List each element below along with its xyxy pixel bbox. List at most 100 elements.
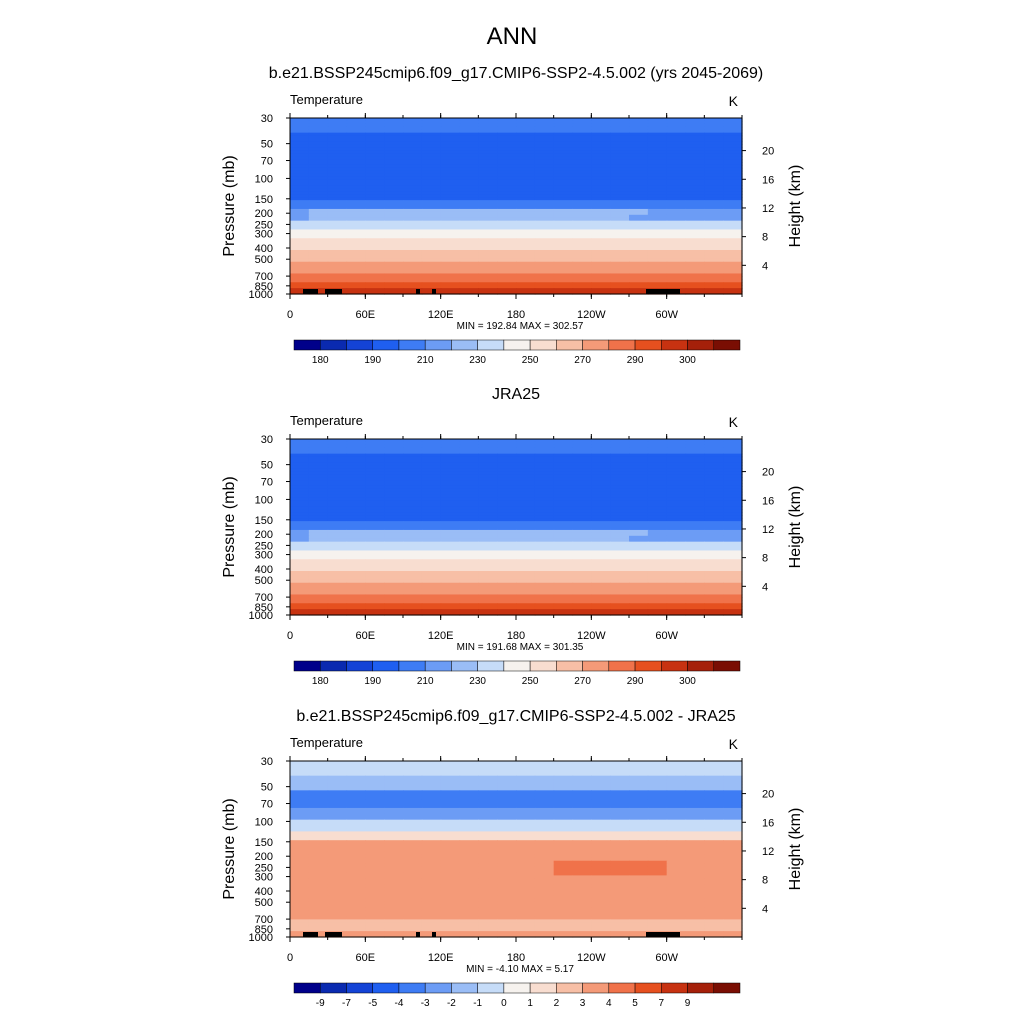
field-cell [384, 799, 404, 803]
field-cell [421, 837, 442, 841]
field-cell [685, 288, 705, 292]
field-cell [421, 206, 442, 210]
field-cell [497, 787, 517, 791]
field-cell [365, 450, 385, 455]
field-cell [534, 588, 555, 593]
field-cell [327, 138, 348, 143]
field-cell [629, 194, 649, 198]
field-cell [478, 790, 498, 794]
field-cell [704, 591, 724, 596]
field-cell [440, 878, 461, 882]
field-cell [403, 232, 423, 236]
field-cell [572, 769, 592, 774]
field-cell [647, 784, 668, 788]
field-cell [534, 235, 555, 239]
field-cell [308, 235, 329, 239]
field-cell [704, 799, 724, 803]
field-cell [610, 796, 630, 800]
field-cell [553, 164, 574, 169]
field-cell [704, 488, 724, 493]
field-cell [516, 159, 536, 163]
field-cell [723, 565, 743, 569]
field-cell [327, 450, 348, 455]
field-cell [553, 258, 574, 263]
field-cell [553, 285, 574, 289]
field-cell [591, 135, 611, 140]
field-cell [478, 179, 498, 184]
field-cell [516, 910, 536, 915]
field-cell [534, 901, 555, 906]
field-cell [572, 916, 592, 920]
field-cell [459, 931, 479, 935]
field-cell [629, 164, 649, 169]
field-cell [610, 919, 630, 923]
field-cell [534, 609, 555, 613]
field-cell [440, 273, 461, 277]
field-cell [365, 206, 385, 210]
field-cell [516, 907, 536, 912]
field-cell [308, 123, 329, 128]
field-cell [403, 781, 423, 786]
field-cell [421, 895, 442, 900]
field-cell [572, 447, 592, 452]
field-cell [497, 796, 517, 800]
field-cell [497, 606, 517, 610]
colorbar-label: -7 [342, 998, 351, 1009]
field-cell [723, 893, 743, 897]
field-cell [327, 763, 348, 768]
field-cell [723, 819, 743, 824]
ytick-label: 700 [255, 271, 273, 283]
field-cell [629, 474, 649, 478]
field-cell [685, 781, 705, 786]
field-cell [365, 164, 385, 169]
field-cell [723, 211, 743, 216]
field-cell [629, 491, 649, 496]
field-cell [572, 444, 592, 449]
field-cell [384, 477, 404, 481]
field-cell [610, 488, 630, 493]
field-cell [704, 869, 724, 874]
field-cell [666, 895, 687, 900]
field-cell [591, 828, 611, 832]
field-cell [591, 553, 611, 557]
field-cell [365, 159, 385, 163]
field-cell [497, 769, 517, 774]
field-cell [704, 769, 724, 774]
field-cell [534, 541, 555, 546]
field-cell [685, 491, 705, 496]
field-cell [346, 837, 366, 841]
field-cell [591, 837, 611, 841]
field-cell [685, 609, 705, 613]
field-cell [553, 252, 574, 257]
field-cell [553, 805, 574, 809]
field-cell [365, 524, 385, 528]
field-cell [704, 612, 724, 616]
field-cell [666, 866, 687, 871]
field-cell [629, 223, 649, 228]
panel-title: b.e21.BSSP245cmip6.f09_g17.CMIP6-SSP2-4.… [269, 65, 764, 82]
field-cell [572, 813, 592, 818]
field-cell [685, 547, 705, 552]
field-cell [591, 285, 611, 289]
ytick-label: 300 [255, 229, 273, 241]
field-cell [723, 761, 743, 765]
field-cell [459, 913, 479, 918]
field-cell [553, 819, 574, 824]
field-cell [459, 462, 479, 466]
colorbar-label: 290 [627, 676, 644, 687]
field-cell [685, 884, 705, 888]
field-cell [308, 488, 329, 493]
ytick-label: 50 [261, 782, 273, 794]
field-cell [516, 282, 536, 286]
field-cell [440, 846, 461, 850]
field-cell [384, 769, 404, 774]
field-cell [421, 223, 442, 228]
field-cell [553, 884, 574, 888]
field-cell [290, 576, 310, 581]
field-cell [572, 147, 592, 151]
field-cell [384, 532, 404, 537]
field-cell [459, 819, 479, 824]
field-cell [666, 925, 687, 929]
field-cell [534, 597, 555, 601]
field-cell [327, 276, 348, 280]
